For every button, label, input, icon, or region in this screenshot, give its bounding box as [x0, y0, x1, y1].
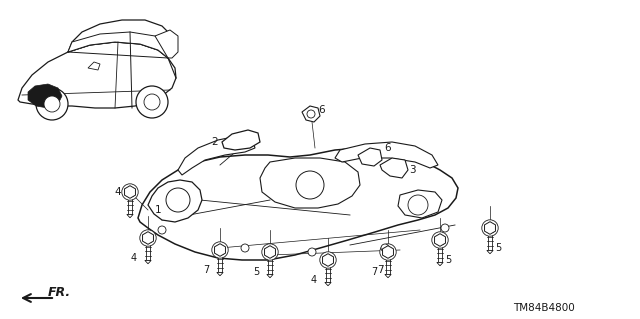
- Polygon shape: [217, 272, 223, 276]
- Text: 5: 5: [445, 255, 451, 265]
- Circle shape: [212, 242, 228, 258]
- Polygon shape: [335, 142, 438, 168]
- Polygon shape: [323, 254, 333, 266]
- Text: 5: 5: [253, 267, 259, 277]
- Text: 7: 7: [203, 265, 209, 275]
- Polygon shape: [155, 30, 178, 58]
- Circle shape: [381, 244, 389, 252]
- Circle shape: [482, 220, 498, 236]
- Text: 4: 4: [131, 253, 137, 263]
- Polygon shape: [385, 274, 391, 278]
- Polygon shape: [146, 238, 150, 260]
- Polygon shape: [326, 260, 330, 282]
- Polygon shape: [398, 190, 442, 218]
- Circle shape: [122, 184, 138, 200]
- Polygon shape: [260, 158, 360, 208]
- Circle shape: [380, 244, 396, 260]
- Polygon shape: [145, 260, 151, 264]
- Text: 7: 7: [371, 267, 377, 277]
- Circle shape: [44, 96, 60, 112]
- Circle shape: [432, 232, 448, 248]
- Polygon shape: [28, 84, 62, 108]
- Polygon shape: [18, 42, 176, 108]
- Text: FR.: FR.: [48, 286, 71, 299]
- Polygon shape: [383, 246, 394, 258]
- Circle shape: [307, 110, 315, 118]
- Circle shape: [166, 188, 190, 212]
- Circle shape: [296, 171, 324, 199]
- Circle shape: [308, 248, 316, 256]
- Polygon shape: [268, 252, 272, 274]
- Polygon shape: [138, 148, 458, 260]
- Polygon shape: [488, 228, 492, 250]
- Polygon shape: [267, 274, 273, 278]
- Polygon shape: [358, 148, 382, 166]
- Circle shape: [140, 230, 156, 246]
- Text: 6: 6: [385, 143, 391, 153]
- Text: 1: 1: [155, 205, 161, 215]
- Polygon shape: [68, 32, 168, 58]
- Polygon shape: [88, 62, 100, 70]
- Polygon shape: [148, 180, 202, 222]
- Polygon shape: [264, 246, 275, 258]
- Polygon shape: [437, 263, 443, 266]
- Text: 7: 7: [377, 265, 383, 275]
- Circle shape: [441, 224, 449, 232]
- Circle shape: [144, 94, 160, 110]
- Circle shape: [158, 226, 166, 234]
- Text: 4: 4: [311, 275, 317, 285]
- Polygon shape: [222, 130, 260, 150]
- Polygon shape: [386, 252, 390, 274]
- Polygon shape: [178, 136, 255, 175]
- Polygon shape: [325, 282, 331, 286]
- Text: 4: 4: [115, 187, 122, 197]
- Circle shape: [408, 195, 428, 215]
- Polygon shape: [128, 192, 132, 214]
- Polygon shape: [435, 234, 445, 246]
- Circle shape: [36, 88, 68, 120]
- Circle shape: [136, 86, 168, 118]
- Text: 3: 3: [409, 165, 415, 175]
- Polygon shape: [214, 244, 225, 256]
- Polygon shape: [68, 20, 175, 58]
- Circle shape: [241, 244, 249, 252]
- Circle shape: [262, 244, 278, 260]
- Text: 6: 6: [319, 105, 325, 115]
- Text: TM84B4800: TM84B4800: [513, 303, 575, 313]
- Polygon shape: [218, 250, 222, 272]
- Polygon shape: [127, 214, 133, 218]
- Polygon shape: [143, 232, 154, 244]
- Text: 2: 2: [212, 137, 218, 147]
- Circle shape: [320, 252, 336, 268]
- Polygon shape: [302, 106, 320, 122]
- Polygon shape: [484, 222, 495, 234]
- Polygon shape: [125, 186, 136, 198]
- Polygon shape: [438, 240, 442, 263]
- Text: 5: 5: [495, 243, 501, 253]
- Polygon shape: [487, 250, 493, 254]
- Polygon shape: [380, 158, 408, 178]
